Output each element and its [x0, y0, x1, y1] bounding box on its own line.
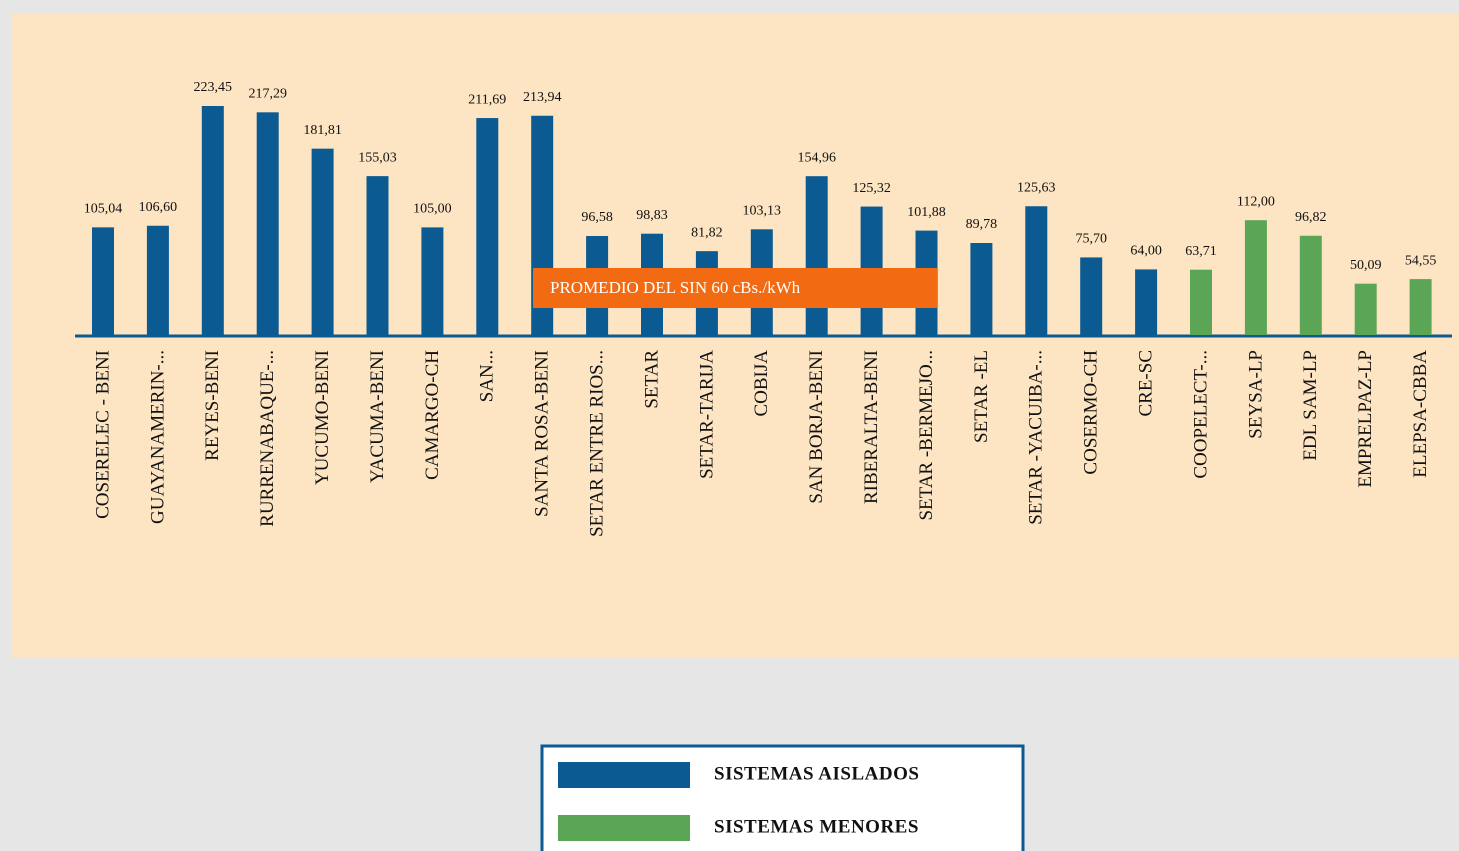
bar — [92, 227, 114, 335]
x-tick-label: ELEPSA-CBBA — [1410, 350, 1431, 478]
data-label: 106,60 — [139, 200, 178, 215]
data-label: 217,29 — [248, 87, 287, 102]
x-tick-label: COSERELEC - BENI — [92, 350, 113, 519]
bar — [1244, 220, 1267, 335]
data-label: 54,55 — [1405, 253, 1437, 268]
data-label: 125,63 — [1017, 180, 1056, 195]
x-tick-label: EDL SAM-LP — [1300, 350, 1321, 461]
legend-swatch — [558, 762, 690, 788]
bar — [805, 176, 828, 335]
bar — [1299, 235, 1322, 335]
x-tick-label: SETAR ENTRE RIOS... — [586, 350, 607, 537]
data-label: 89,78 — [966, 217, 998, 232]
x-tick-label: COBIJA — [751, 350, 772, 417]
data-label: 154,96 — [797, 150, 836, 165]
data-label: 181,81 — [303, 123, 342, 138]
data-label: 213,94 — [523, 90, 562, 105]
legend-swatch — [558, 815, 690, 841]
x-tick-label: YUCUMO-BENI — [312, 350, 333, 485]
x-tick-label: COSERMO-CH — [1081, 350, 1102, 475]
bar — [146, 225, 169, 335]
annotation-box — [533, 268, 937, 308]
x-tick-label: COOPELECT-... — [1190, 350, 1211, 479]
bar — [476, 118, 499, 335]
x-tick-label: SETAR-TARIJA — [696, 350, 717, 479]
data-label: 64,00 — [1130, 244, 1162, 259]
x-tick-label: SETAR — [641, 350, 662, 409]
x-tick-label: RURRENABAQUE-... — [257, 350, 278, 527]
bar — [1135, 269, 1158, 335]
x-tick-label: EMPRELPAZ-LP — [1355, 350, 1376, 488]
legend-entries: SISTEMAS AISLADOS SISTEMAS MENORES — [558, 762, 919, 841]
x-tick-label: SETAR -EL — [971, 350, 992, 443]
bar — [1354, 283, 1377, 335]
x-tick-label: SETAR -BERMEJO... — [916, 350, 937, 521]
data-label: 81,82 — [691, 225, 723, 240]
x-tick-label: YACUMA-BENI — [367, 350, 388, 483]
x-tick-label: SEYSA-LP — [1245, 350, 1266, 439]
data-label: 223,45 — [194, 80, 233, 95]
data-label: 98,83 — [636, 208, 668, 223]
legend-label: SISTEMAS MENORES — [714, 816, 919, 837]
bar — [1409, 279, 1432, 335]
data-label: 96,58 — [581, 210, 613, 225]
x-tick-label: REYES-BENI — [202, 350, 223, 461]
data-label: 103,13 — [743, 204, 782, 219]
legend-label: SISTEMAS AISLADOS — [714, 763, 919, 784]
x-tick-label: RIBERALTA-BENI — [861, 350, 882, 504]
bar — [256, 112, 279, 335]
bar — [366, 176, 389, 335]
bar — [1190, 269, 1212, 335]
bar — [421, 227, 444, 335]
data-label: 96,82 — [1295, 210, 1327, 225]
x-tick-label: SAN... — [477, 350, 498, 402]
data-label: 125,32 — [852, 181, 891, 196]
data-label: 112,00 — [1237, 194, 1275, 209]
x-tick-label: SANTA ROSA-BENI — [532, 350, 553, 517]
bar — [1025, 206, 1048, 335]
bar — [970, 242, 993, 335]
data-label: 75,70 — [1075, 232, 1107, 247]
x-tick-label: SAN BORJA-BENI — [806, 350, 827, 504]
x-tick-label: SETAR -YACUIBA-... — [1026, 350, 1047, 525]
data-label: 105,00 — [413, 202, 452, 217]
bar — [311, 148, 334, 335]
data-label: 101,88 — [907, 205, 946, 220]
annotation: PROMEDIO DEL SIN 60 cBs./kWh — [550, 278, 801, 297]
data-label: 155,03 — [358, 150, 397, 165]
x-tick-label: CAMARGO-CH — [422, 350, 443, 480]
bars: COSERELEC - BENI GUAYANAMERIN-... REYES-BE… — [84, 80, 1437, 537]
x-tick-label: CRE-SC — [1135, 350, 1156, 417]
data-label: 211,69 — [468, 92, 506, 107]
bar — [201, 106, 224, 335]
data-label: 63,71 — [1185, 244, 1217, 259]
data-label: 50,09 — [1350, 258, 1382, 273]
data-label: 105,04 — [84, 202, 123, 217]
bar — [1080, 257, 1103, 335]
x-tick-label: GUAYANAMERIN-... — [147, 350, 168, 524]
